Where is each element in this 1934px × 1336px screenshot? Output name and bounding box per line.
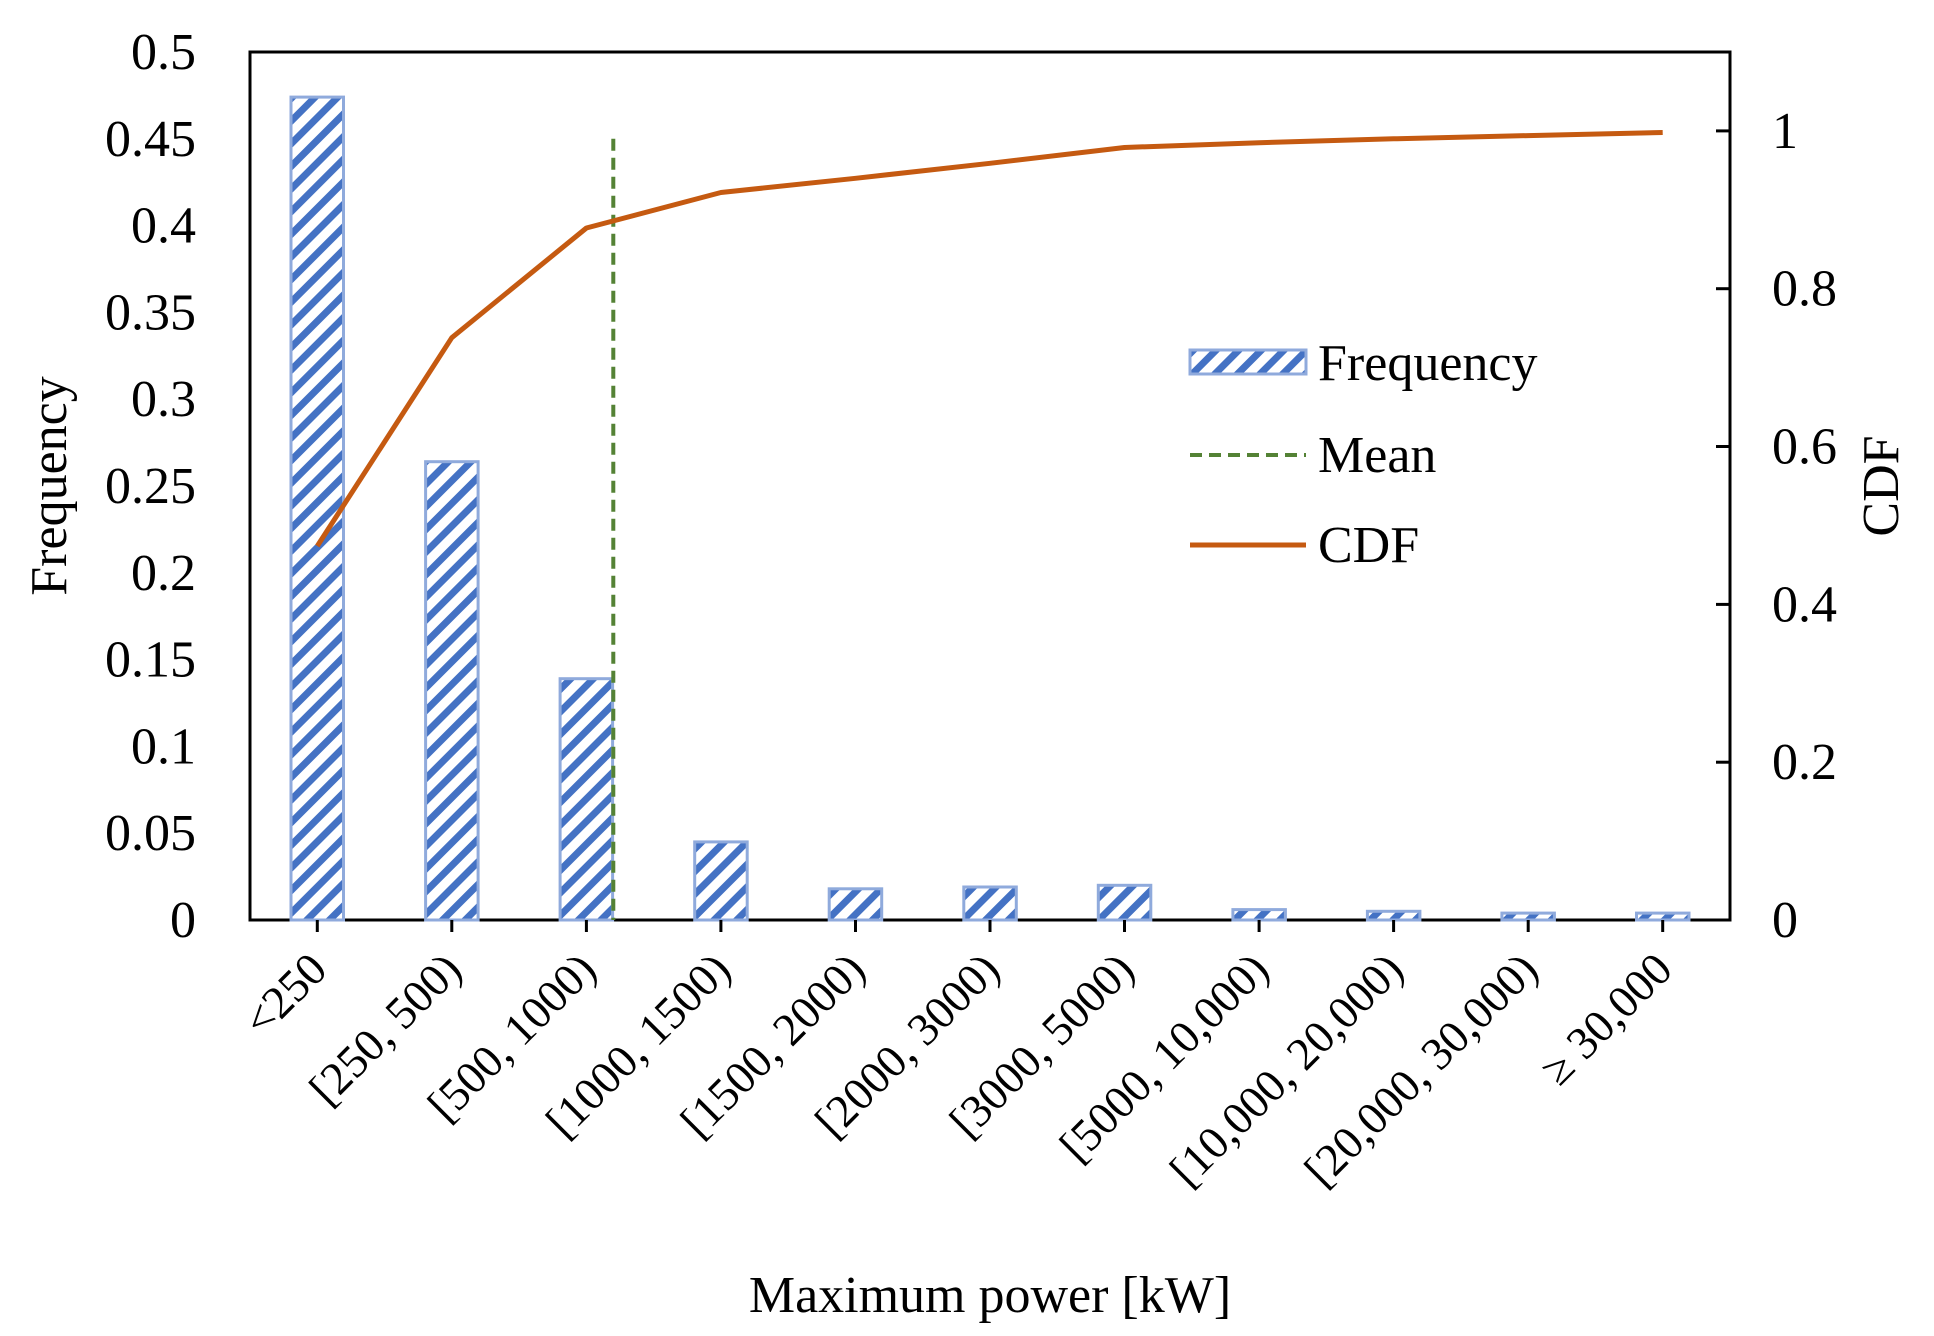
bar-3: [693, 840, 749, 922]
y-axis-title: Frequency: [21, 376, 78, 595]
y2-tick-label-0: 0: [1772, 892, 1798, 949]
y-tick-label-5: 0.25: [105, 458, 196, 515]
y-tick-label-8: 0.4: [131, 198, 196, 255]
y-tick-label-6: 0.3: [131, 371, 196, 428]
bar-0: [289, 95, 345, 922]
y2-axis-title: CDF: [1853, 435, 1910, 536]
y-tick-label-4: 0.2: [131, 545, 196, 602]
x-tick-label-10: ≥ 30,000: [1530, 943, 1681, 1094]
y2-tick-label-3: 0.6: [1772, 419, 1837, 476]
y-tick-label-9: 0.45: [105, 111, 196, 168]
bar-4: [827, 887, 884, 922]
x-axis-title: Maximum power [kW]: [749, 1267, 1231, 1324]
bar-2: [558, 677, 615, 922]
y-tick-label-0: 0: [170, 892, 196, 949]
cdf-line: [315, 130, 1663, 548]
y-tick-label-1: 0.05: [105, 805, 196, 862]
bar-10: [1635, 911, 1691, 922]
x-tick-label-9: [20,000, 30,000): [1294, 943, 1547, 1196]
bar-8: [1365, 909, 1422, 922]
legend-mean-label: Mean: [1318, 427, 1436, 484]
legend-frequency-label: Frequency: [1318, 335, 1537, 392]
bar-9: [1500, 911, 1556, 922]
bar-6: [1096, 883, 1153, 922]
y2-tick-label-1: 0.2: [1772, 734, 1837, 791]
y-tick-label-3: 0.15: [105, 632, 196, 689]
y-tick-label-10: 0.5: [131, 24, 196, 81]
legend-cdf-label: CDF: [1318, 517, 1419, 574]
y2-tick-label-2: 0.4: [1772, 576, 1837, 633]
x-tick-label-0: <250: [233, 943, 336, 1046]
bar-5: [962, 885, 1018, 922]
legend-frequency-swatch: [1188, 348, 1308, 376]
y2-axis-ticks: 0 0.2 0.4 0.6 0.8 1: [1716, 103, 1837, 949]
y-axis-ticks: 0 0.05 0.1 0.15 0.2 0.25 0.3 0.35 0.4 0.45 0.5: [105, 24, 196, 949]
bars-group: [289, 95, 1691, 922]
x-tick-label-8: [10,000, 20,000): [1160, 943, 1413, 1196]
legend: Frequency Mean CDF: [1188, 335, 1537, 574]
y-tick-label-2: 0.1: [131, 718, 196, 775]
cdf-line-group: [315, 130, 1663, 548]
bar-7: [1231, 908, 1287, 922]
x-axis-ticks: <250[250, 500)[500, 1000)[1000, 1500)[15…: [233, 920, 1682, 1196]
bar-1: [424, 460, 480, 922]
y-tick-label-7: 0.35: [105, 284, 196, 341]
y2-tick-label-5: 1: [1772, 103, 1798, 160]
y2-tick-label-4: 0.8: [1772, 261, 1837, 318]
